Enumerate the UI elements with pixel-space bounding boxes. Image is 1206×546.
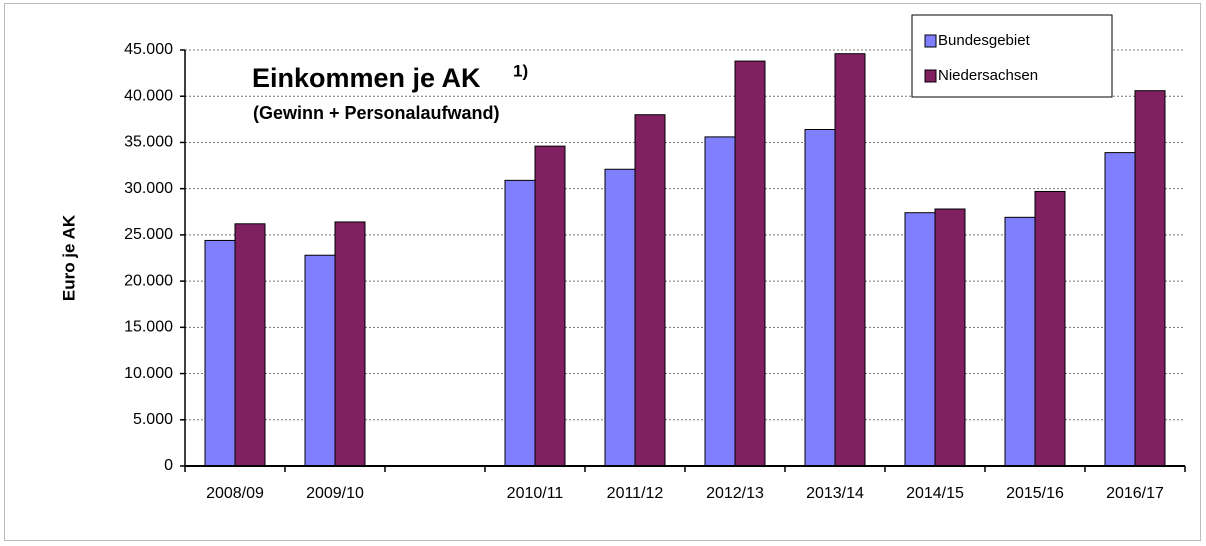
y-tick-label: 45.000	[124, 41, 173, 58]
bar	[1034, 190, 1066, 467]
bar	[234, 223, 266, 467]
x-tick-label: 2008/09	[206, 485, 264, 502]
bar	[604, 168, 636, 467]
x-tick-label: 2011/12	[607, 485, 664, 502]
bar	[334, 221, 366, 467]
bar	[734, 60, 766, 467]
y-tick-label: 40.000	[124, 87, 173, 104]
y-tick-label: 10.000	[124, 365, 173, 382]
x-tick-label: 2013/14	[806, 485, 864, 502]
title-note: 1)	[513, 61, 528, 80]
x-tick-label: 2014/15	[906, 485, 964, 502]
x-tick-label: 2010/11	[507, 485, 564, 502]
bar	[504, 179, 536, 467]
y-tick-label: 30.000	[124, 180, 173, 197]
bar	[704, 136, 736, 467]
x-tick-label: 2015/16	[1006, 485, 1064, 502]
y-tick-label: 15.000	[124, 319, 173, 336]
legend-swatch	[924, 34, 937, 48]
bar	[804, 129, 836, 467]
bar	[1004, 216, 1036, 467]
legend-swatch	[924, 69, 937, 83]
bar	[1104, 152, 1136, 467]
chart-subtitle: (Gewinn + Personalaufwand)	[253, 103, 500, 123]
legend-box	[911, 14, 1113, 98]
y-tick-label: 20.000	[124, 272, 173, 289]
bar	[634, 114, 666, 467]
legend-label: Niedersachsen	[938, 67, 1038, 84]
x-tick-label: 2016/17	[1106, 485, 1164, 502]
bar	[834, 53, 866, 467]
y-tick-label: 5.000	[133, 411, 173, 428]
y-tick-label: 0	[164, 457, 173, 474]
bar	[934, 208, 966, 467]
x-tick-label: 2009/10	[306, 485, 364, 502]
legend-label: Bundesgebiet	[938, 32, 1031, 49]
chart-title: Einkommen je AK	[252, 63, 481, 93]
bar	[304, 254, 336, 467]
y-axis-label: Euro je AK	[59, 214, 78, 301]
bar	[1134, 90, 1166, 467]
y-tick-label: 25.000	[124, 226, 173, 243]
bar	[204, 239, 236, 467]
y-tick-label: 35.000	[124, 134, 173, 151]
bar	[904, 212, 936, 467]
bar	[534, 145, 566, 467]
x-tick-label: 2012/13	[706, 485, 764, 502]
